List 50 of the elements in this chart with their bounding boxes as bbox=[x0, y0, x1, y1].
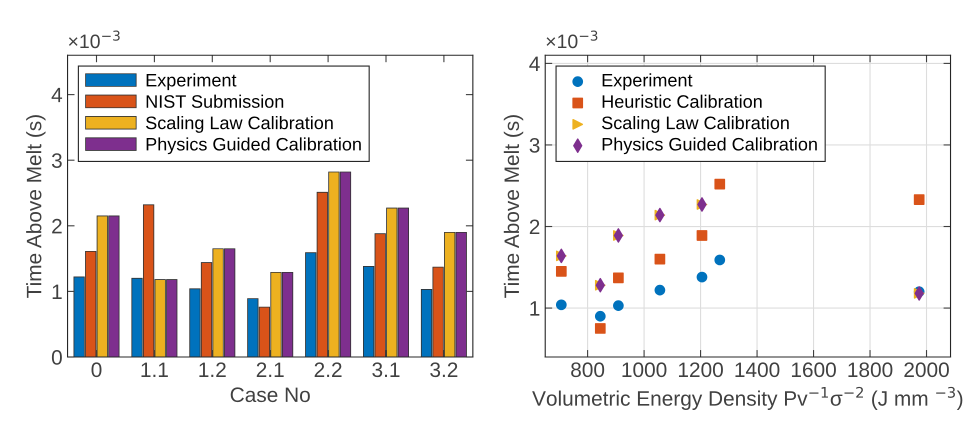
legend-label: Scaling Law Calibration bbox=[602, 116, 789, 133]
y-axis-title: Time Above Melt (s) bbox=[504, 115, 524, 298]
y-tick-label: 1 bbox=[530, 301, 540, 316]
legend-label: Physics Guided Calibration bbox=[602, 137, 817, 154]
y-tick-label: 3 bbox=[52, 153, 62, 168]
x-tick-label: 2.2 bbox=[314, 362, 342, 377]
x-tick-label: 800 bbox=[571, 362, 604, 378]
point bbox=[696, 272, 708, 282]
point bbox=[714, 254, 726, 266]
x-tick-label: 2.1 bbox=[256, 362, 284, 377]
x-tick-label: 3.1 bbox=[372, 362, 400, 378]
point bbox=[594, 323, 606, 334]
point bbox=[696, 230, 708, 241]
legend-label: NIST Submission bbox=[146, 94, 284, 108]
text: ×10$^{−3}$ bbox=[68, 30, 120, 48]
y-axis-title: Time Above Melt (s) bbox=[26, 115, 46, 298]
y-tick-label: 2 bbox=[52, 218, 62, 234]
x-tick-label: 1.1 bbox=[142, 362, 168, 377]
legend-label: Physics Guided Calibration bbox=[146, 137, 361, 154]
point bbox=[654, 284, 666, 296]
y-tick-label: 2 bbox=[530, 220, 540, 234]
x-tick-label: 1.2 bbox=[199, 362, 226, 377]
x-tick-label: 2000 bbox=[904, 362, 949, 378]
x-tick-label: 1400 bbox=[735, 362, 780, 378]
x-tick-label: 3.2 bbox=[430, 362, 458, 378]
y-tick-label: 4 bbox=[529, 56, 540, 71]
legend-label: Scaling Law Calibration bbox=[146, 116, 333, 133]
x-tick-label: 1800 bbox=[848, 362, 892, 378]
y-tick-label: 1 bbox=[52, 284, 62, 299]
point bbox=[613, 272, 624, 284]
point bbox=[714, 178, 726, 190]
legend-label: Experiment bbox=[602, 73, 692, 90]
x-tick-label: 1600 bbox=[792, 362, 836, 378]
text: ×10$^{−3}$ bbox=[546, 30, 598, 48]
point bbox=[613, 300, 624, 311]
x-axis-title: Volumetric Energy Density Pv$^{−1}$σ$^{−2}$ (J mm $^{−3}$) bbox=[532, 386, 962, 410]
point bbox=[594, 310, 606, 322]
x-tick-label: 0 bbox=[92, 362, 102, 378]
y-tick-label: 0 bbox=[52, 350, 62, 365]
x-axis-title: Case No bbox=[230, 387, 310, 402]
point bbox=[654, 254, 666, 264]
y-tick-label: 3 bbox=[530, 138, 540, 153]
x-tick-label: 1200 bbox=[678, 362, 723, 378]
legend-label: Heuristic Calibration bbox=[602, 94, 762, 108]
x-tick-label: 1000 bbox=[622, 362, 666, 378]
point bbox=[556, 299, 567, 310]
y-tick-label: 4 bbox=[52, 88, 62, 102]
point bbox=[914, 194, 925, 205]
legend-label: Experiment bbox=[146, 73, 236, 90]
point bbox=[556, 266, 567, 277]
